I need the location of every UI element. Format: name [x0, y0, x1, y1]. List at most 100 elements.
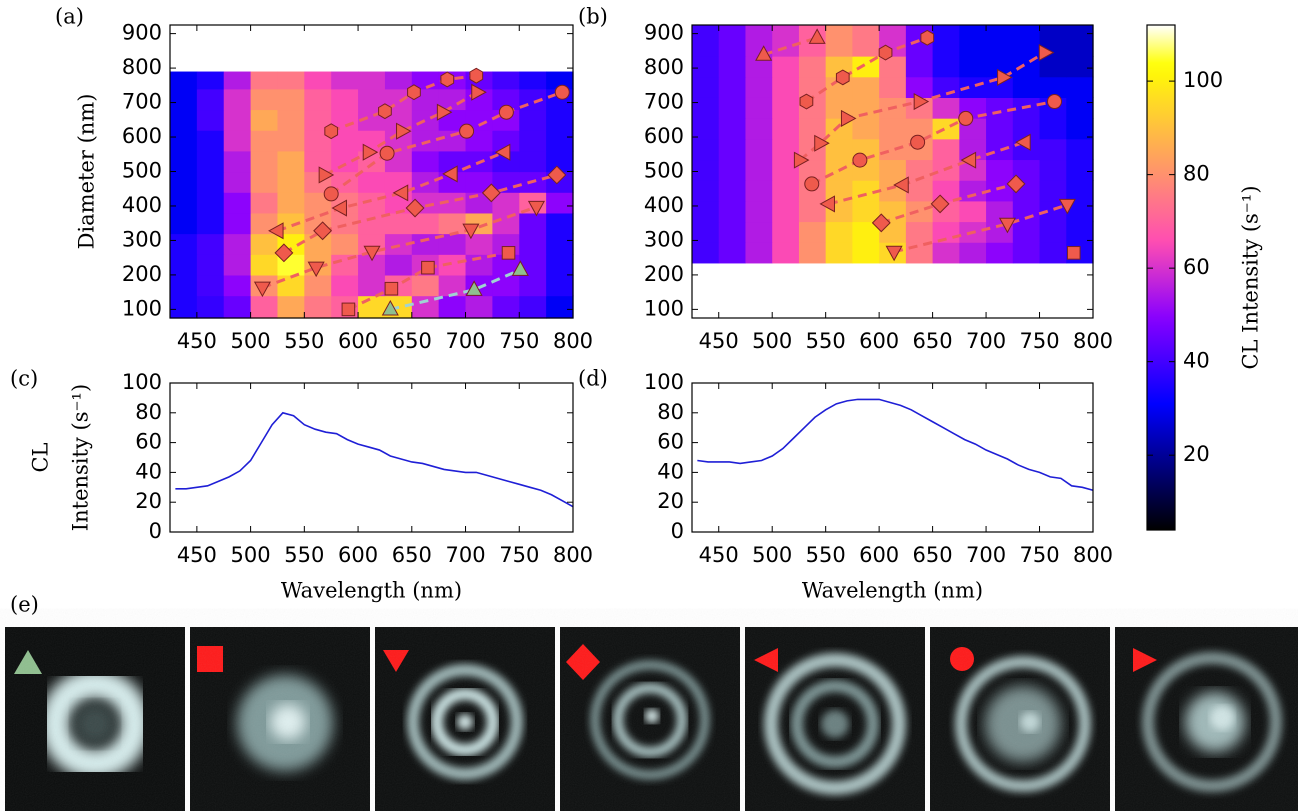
- marker: [878, 44, 893, 61]
- marker: [465, 280, 483, 296]
- y-tick-label: 200: [644, 262, 684, 286]
- marker: [1015, 133, 1031, 151]
- marker: [547, 165, 567, 185]
- heatmap-cell: [1012, 56, 1041, 78]
- heatmap-cell: [277, 150, 305, 173]
- heatmap-cell: [250, 192, 279, 214]
- heatmap-cell: [986, 242, 1014, 264]
- y-tick-label: 100: [644, 296, 684, 320]
- heatmap-cell: [718, 138, 747, 161]
- x-tick-label: 750: [1019, 543, 1059, 567]
- heatmap-cell: [331, 130, 359, 152]
- heatmap-cell: [905, 118, 934, 140]
- heatmap-cell: [384, 254, 413, 276]
- x-tick-label: 750: [1019, 329, 1059, 353]
- x-tick-label: 700: [445, 329, 485, 353]
- heatmap-cell: [438, 171, 467, 193]
- heatmap-cell: [411, 109, 440, 131]
- heatmap-cell: [492, 150, 520, 173]
- heatmap-cell: [852, 221, 880, 243]
- heatmap-cell: [932, 25, 960, 57]
- marker: [871, 213, 891, 233]
- x-tick-label: 650: [913, 543, 953, 567]
- heatmap-cell: [745, 159, 773, 181]
- heatmap-cell: [986, 56, 1014, 78]
- heatmap-cell: [692, 221, 720, 243]
- colorbar-tick-label: 20: [1183, 442, 1210, 466]
- heatmap-cell: [1039, 56, 1067, 78]
- heatmap-cell: [223, 150, 252, 173]
- spectrum-line: [697, 398, 1094, 492]
- heatmap-cell: [1039, 76, 1067, 98]
- y-tick-label: 500: [122, 159, 162, 183]
- x-tick-label: 700: [445, 543, 485, 567]
- heatmap-cell: [358, 212, 386, 235]
- y-tick-label: 100: [644, 370, 684, 394]
- heatmap-cell: [718, 76, 747, 98]
- guide-line: [811, 100, 1055, 186]
- heatmap-cell: [196, 109, 225, 131]
- heatmap-cell: [718, 56, 747, 78]
- heatmap-cell: [519, 295, 547, 319]
- heatmap-cell: [250, 71, 279, 90]
- heatmap-cell: [959, 242, 987, 264]
- heatmap-cell: [465, 171, 493, 193]
- heatmap-cell: [304, 71, 332, 90]
- heatmap-cell: [986, 25, 1014, 57]
- heatmap-cell: [304, 295, 332, 319]
- plot-frame: [691, 382, 1094, 533]
- heatmap-cell: [745, 242, 773, 264]
- heatmap-cell: [718, 25, 747, 57]
- y-tick-label: 700: [644, 90, 684, 114]
- guide-line: [261, 205, 537, 290]
- heatmap-cell: [465, 109, 493, 131]
- marker: [323, 186, 339, 202]
- heatmap-cell: [170, 254, 198, 276]
- heatmap-cell: [492, 295, 520, 319]
- heatmap-cell: [223, 295, 252, 319]
- heatmap: [170, 71, 574, 319]
- marker: [307, 261, 325, 278]
- heatmap-cell: [692, 56, 720, 78]
- heatmap-cell: [825, 180, 853, 202]
- heatmap-cell: [519, 274, 547, 297]
- heatmap-cell: [745, 118, 773, 140]
- heatmap-cell: [304, 274, 332, 297]
- heatmap-cell: [546, 212, 574, 235]
- marker: [960, 151, 977, 169]
- heatmap-cell: [1066, 56, 1094, 78]
- marker: [920, 29, 935, 46]
- heatmap-cell: [879, 159, 907, 181]
- heatmap-cell: [772, 200, 800, 223]
- y-axis-label: CL: [29, 442, 53, 472]
- heatmap-cell: [358, 71, 386, 90]
- heatmap-cell: [250, 254, 279, 276]
- marker: [893, 176, 909, 194]
- heatmap-cell: [745, 138, 773, 161]
- heatmap-cell: [331, 109, 359, 131]
- marker: [885, 245, 903, 262]
- heatmap-cell: [905, 56, 934, 78]
- heatmap-cell: [1012, 221, 1041, 243]
- y-tick-label: 80: [657, 400, 684, 424]
- guide-line: [828, 140, 1026, 206]
- heatmap-cell: [546, 150, 574, 173]
- heatmap-cell: [277, 295, 305, 319]
- y-tick-label: 0: [671, 519, 684, 543]
- heatmap-cell: [1066, 76, 1094, 98]
- heatmap-cell: [384, 233, 413, 255]
- x-tick-label: 800: [553, 543, 593, 567]
- heatmap-cell: [519, 130, 547, 152]
- heatmap-cell: [223, 212, 252, 235]
- guide-line: [805, 36, 928, 103]
- marker: [840, 109, 857, 127]
- heatmap-cell: [170, 109, 198, 131]
- heatmap-cell: [196, 274, 225, 297]
- heatmap-cell: [358, 274, 386, 297]
- heatmap-cell: [223, 274, 252, 297]
- heatmap-cell: [772, 25, 800, 57]
- heatmap-cell: [170, 233, 198, 255]
- heatmap-cell: [718, 200, 747, 223]
- y-tick-label: 500: [644, 159, 684, 183]
- marker: [268, 222, 284, 240]
